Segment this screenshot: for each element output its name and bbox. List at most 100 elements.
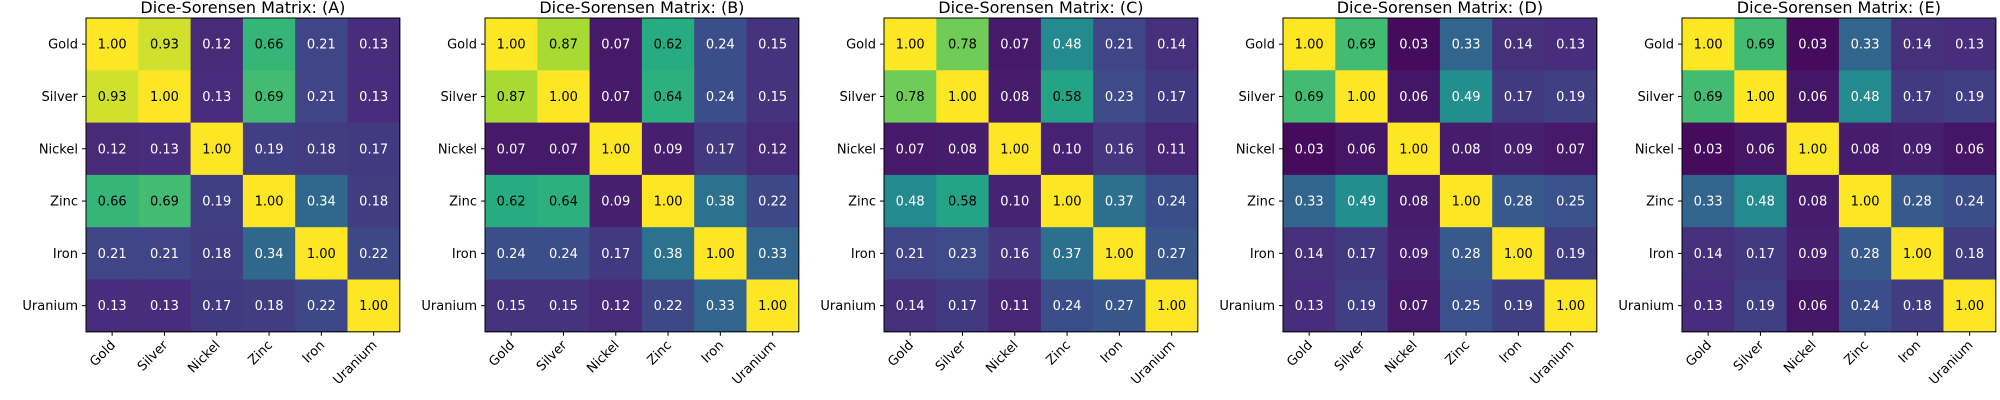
cell-value-label: 0.17 xyxy=(1347,247,1376,262)
cell-value-label: 0.03 xyxy=(1694,142,1723,157)
cell-value-label: 0.18 xyxy=(255,299,284,314)
heatmap-cell xyxy=(694,227,747,280)
cell-value-label: 0.21 xyxy=(307,90,336,105)
heatmap-cell xyxy=(1335,174,1389,228)
cell-value-label: 0.17 xyxy=(359,142,388,157)
cell-value-label: 0.21 xyxy=(896,247,925,262)
cell-value-label: 0.28 xyxy=(1504,195,1533,210)
cell-value-label: 0.06 xyxy=(1955,142,1984,157)
cell-value-label: 0.24 xyxy=(549,247,578,262)
plot-frame xyxy=(1282,17,1598,333)
heatmap-panel-4: Dice-Sorensen Matrix: (D) 1.00 0.69 0.03 0.3… xyxy=(1219,0,1598,388)
heatmap-cell xyxy=(988,70,1042,124)
cell-value-label: 0.33 xyxy=(1694,195,1723,210)
heatmap-cell xyxy=(884,122,937,176)
cell-value-label: 0.07 xyxy=(549,142,578,157)
x-tick-label: Uranium xyxy=(331,338,381,388)
cell-value-label: 0.62 xyxy=(654,38,683,53)
cell-value-label: 0.08 xyxy=(1000,90,1029,105)
heatmap-cell xyxy=(1040,279,1094,333)
cell-value-label: 0.64 xyxy=(549,195,578,210)
cell-value-label: 0.11 xyxy=(1000,299,1029,314)
cell-value-label: 1.00 xyxy=(98,38,127,53)
cell-value-label: 1.00 xyxy=(1452,195,1481,210)
heatmap-cell xyxy=(295,122,348,176)
heatmap-cell xyxy=(347,18,401,71)
x-tick-label: Silver xyxy=(933,338,970,375)
heatmap-cell xyxy=(1838,227,1892,280)
cell-value-label: 0.07 xyxy=(601,90,630,105)
cell-value-label: 1.00 xyxy=(1694,38,1723,53)
cell-value-label: 1.00 xyxy=(1851,195,1880,210)
heatmap-cell xyxy=(1492,174,1545,228)
heatmap-cell xyxy=(347,279,401,333)
y-tick-label: Gold xyxy=(48,38,78,53)
heatmap-cell xyxy=(1943,18,1997,71)
cell-value-label: 0.38 xyxy=(654,247,683,262)
heatmap-cell xyxy=(1093,279,1146,333)
x-tick-label: Uranium xyxy=(730,338,780,388)
heatmap-cell xyxy=(347,70,401,124)
cell-value-label: 0.38 xyxy=(706,195,735,210)
heatmap-cell xyxy=(1387,174,1441,228)
heatmap-cell xyxy=(138,18,192,71)
heatmap-cell xyxy=(485,70,538,124)
cell-value-label: 0.48 xyxy=(1746,195,1775,210)
cell-value-label: 0.87 xyxy=(549,38,578,53)
heatmap-cell xyxy=(485,174,538,228)
x-tick-label: Nickel xyxy=(983,338,1021,376)
x-tick-label: Iron xyxy=(1497,338,1525,366)
heatmap-cell xyxy=(1786,227,1840,280)
cell-value-label: 0.93 xyxy=(98,90,127,105)
heatmap-cell xyxy=(694,18,747,71)
chart-title: Dice-Sorensen Matrix: (C) xyxy=(938,0,1143,17)
cell-value-label: 0.17 xyxy=(202,299,231,314)
heatmap-cell xyxy=(1283,70,1336,124)
heatmap-cell xyxy=(1145,227,1199,280)
cell-value-label: 0.08 xyxy=(1851,142,1880,157)
cell-value-label: 1.00 xyxy=(359,299,388,314)
y-tick-label: Nickel xyxy=(39,142,78,157)
cell-value-label: 0.69 xyxy=(1746,38,1775,53)
heatmap-cell xyxy=(1040,174,1094,228)
heatmap-cell xyxy=(1439,227,1493,280)
heatmap-cell xyxy=(1335,18,1389,71)
heatmap-cell xyxy=(1943,279,1997,333)
x-tick-label: Nickel xyxy=(1382,338,1420,376)
heatmap-cell xyxy=(884,279,937,333)
chart-title: Dice-Sorensen Matrix: (A) xyxy=(140,0,345,17)
cell-value-label: 0.28 xyxy=(1903,195,1932,210)
cell-value-label: 0.19 xyxy=(1556,247,1585,262)
heatmap-cell xyxy=(1734,227,1788,280)
cell-value-label: 0.24 xyxy=(706,38,735,53)
cell-value-label: 1.00 xyxy=(1105,247,1134,262)
x-tick-label: Nickel xyxy=(1781,338,1819,376)
y-tick-label: Iron xyxy=(851,247,876,262)
heatmap-cell xyxy=(1335,279,1389,333)
heatmap-cell xyxy=(190,174,244,228)
heatmap-cell xyxy=(1093,18,1146,71)
y-tick-label: Zinc xyxy=(50,195,78,210)
cell-value-label: 0.49 xyxy=(1347,195,1376,210)
heatmap-panel-5: Dice-Sorensen Matrix: (E) 1.00 0.69 0.03 0.3… xyxy=(1618,0,1997,388)
cell-value-label: 0.06 xyxy=(1798,90,1827,105)
cell-value-label: 0.13 xyxy=(1556,38,1585,53)
heatmap-cell xyxy=(988,174,1042,228)
heatmap-cell xyxy=(1544,227,1598,280)
cell-value-label: 1.00 xyxy=(1399,142,1428,157)
heatmap-cell xyxy=(1682,174,1735,228)
x-tick-label: Silver xyxy=(534,338,571,375)
y-tick-label: Silver xyxy=(41,90,78,105)
heatmap-cell xyxy=(988,227,1042,280)
cell-value-label: 0.19 xyxy=(202,195,231,210)
cell-value-label: 0.07 xyxy=(497,142,526,157)
cell-value-label: 0.17 xyxy=(706,142,735,157)
heatmap-cell xyxy=(641,70,695,124)
heatmap-cell xyxy=(884,70,937,124)
y-tick-label: Zinc xyxy=(848,195,876,210)
cell-value-label: 0.48 xyxy=(1851,90,1880,105)
heatmap-cell xyxy=(694,174,747,228)
cell-value-label: 0.17 xyxy=(948,299,977,314)
cell-value-label: 0.27 xyxy=(1157,247,1186,262)
y-tick-label: Silver xyxy=(839,90,876,105)
